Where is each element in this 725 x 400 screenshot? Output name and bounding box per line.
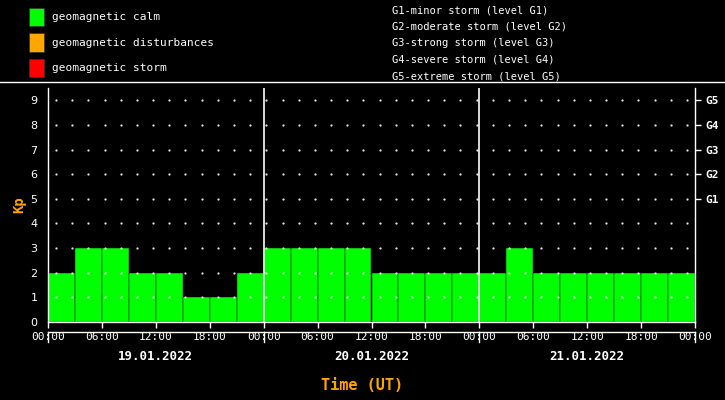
Bar bbox=[129, 273, 156, 322]
Bar bbox=[291, 248, 318, 322]
Bar bbox=[587, 273, 614, 322]
Bar bbox=[29, 59, 44, 77]
Text: geomagnetic calm: geomagnetic calm bbox=[52, 12, 160, 22]
Text: Time (UT): Time (UT) bbox=[321, 378, 404, 393]
Bar bbox=[506, 248, 534, 322]
Text: 21.01.2022: 21.01.2022 bbox=[550, 350, 625, 362]
Bar bbox=[344, 248, 371, 322]
Text: geomagnetic storm: geomagnetic storm bbox=[52, 63, 167, 73]
Bar bbox=[29, 33, 44, 52]
Bar bbox=[236, 273, 264, 322]
Bar bbox=[560, 273, 587, 322]
Bar bbox=[479, 273, 506, 322]
Bar bbox=[183, 297, 210, 322]
Bar bbox=[102, 248, 129, 322]
Bar bbox=[452, 273, 479, 322]
Bar bbox=[318, 248, 344, 322]
Bar bbox=[29, 8, 44, 26]
Y-axis label: Kp: Kp bbox=[12, 197, 26, 213]
Bar bbox=[264, 248, 291, 322]
Text: G5-extreme storm (level G5): G5-extreme storm (level G5) bbox=[392, 72, 560, 82]
Text: 20.01.2022: 20.01.2022 bbox=[334, 350, 409, 362]
Text: G3-strong storm (level G3): G3-strong storm (level G3) bbox=[392, 38, 554, 48]
Bar bbox=[641, 273, 668, 322]
Text: G2-moderate storm (level G2): G2-moderate storm (level G2) bbox=[392, 22, 566, 32]
Bar bbox=[668, 273, 695, 322]
Bar bbox=[614, 273, 641, 322]
Text: geomagnetic disturbances: geomagnetic disturbances bbox=[52, 38, 214, 48]
Bar bbox=[48, 273, 75, 322]
Text: G1-minor storm (level G1): G1-minor storm (level G1) bbox=[392, 5, 548, 15]
Bar bbox=[75, 248, 102, 322]
Bar bbox=[399, 273, 426, 322]
Text: 19.01.2022: 19.01.2022 bbox=[118, 350, 194, 362]
Bar bbox=[534, 273, 560, 322]
Bar bbox=[156, 273, 183, 322]
Text: G4-severe storm (level G4): G4-severe storm (level G4) bbox=[392, 55, 554, 65]
Bar bbox=[426, 273, 452, 322]
Bar bbox=[371, 273, 399, 322]
Bar bbox=[210, 297, 236, 322]
